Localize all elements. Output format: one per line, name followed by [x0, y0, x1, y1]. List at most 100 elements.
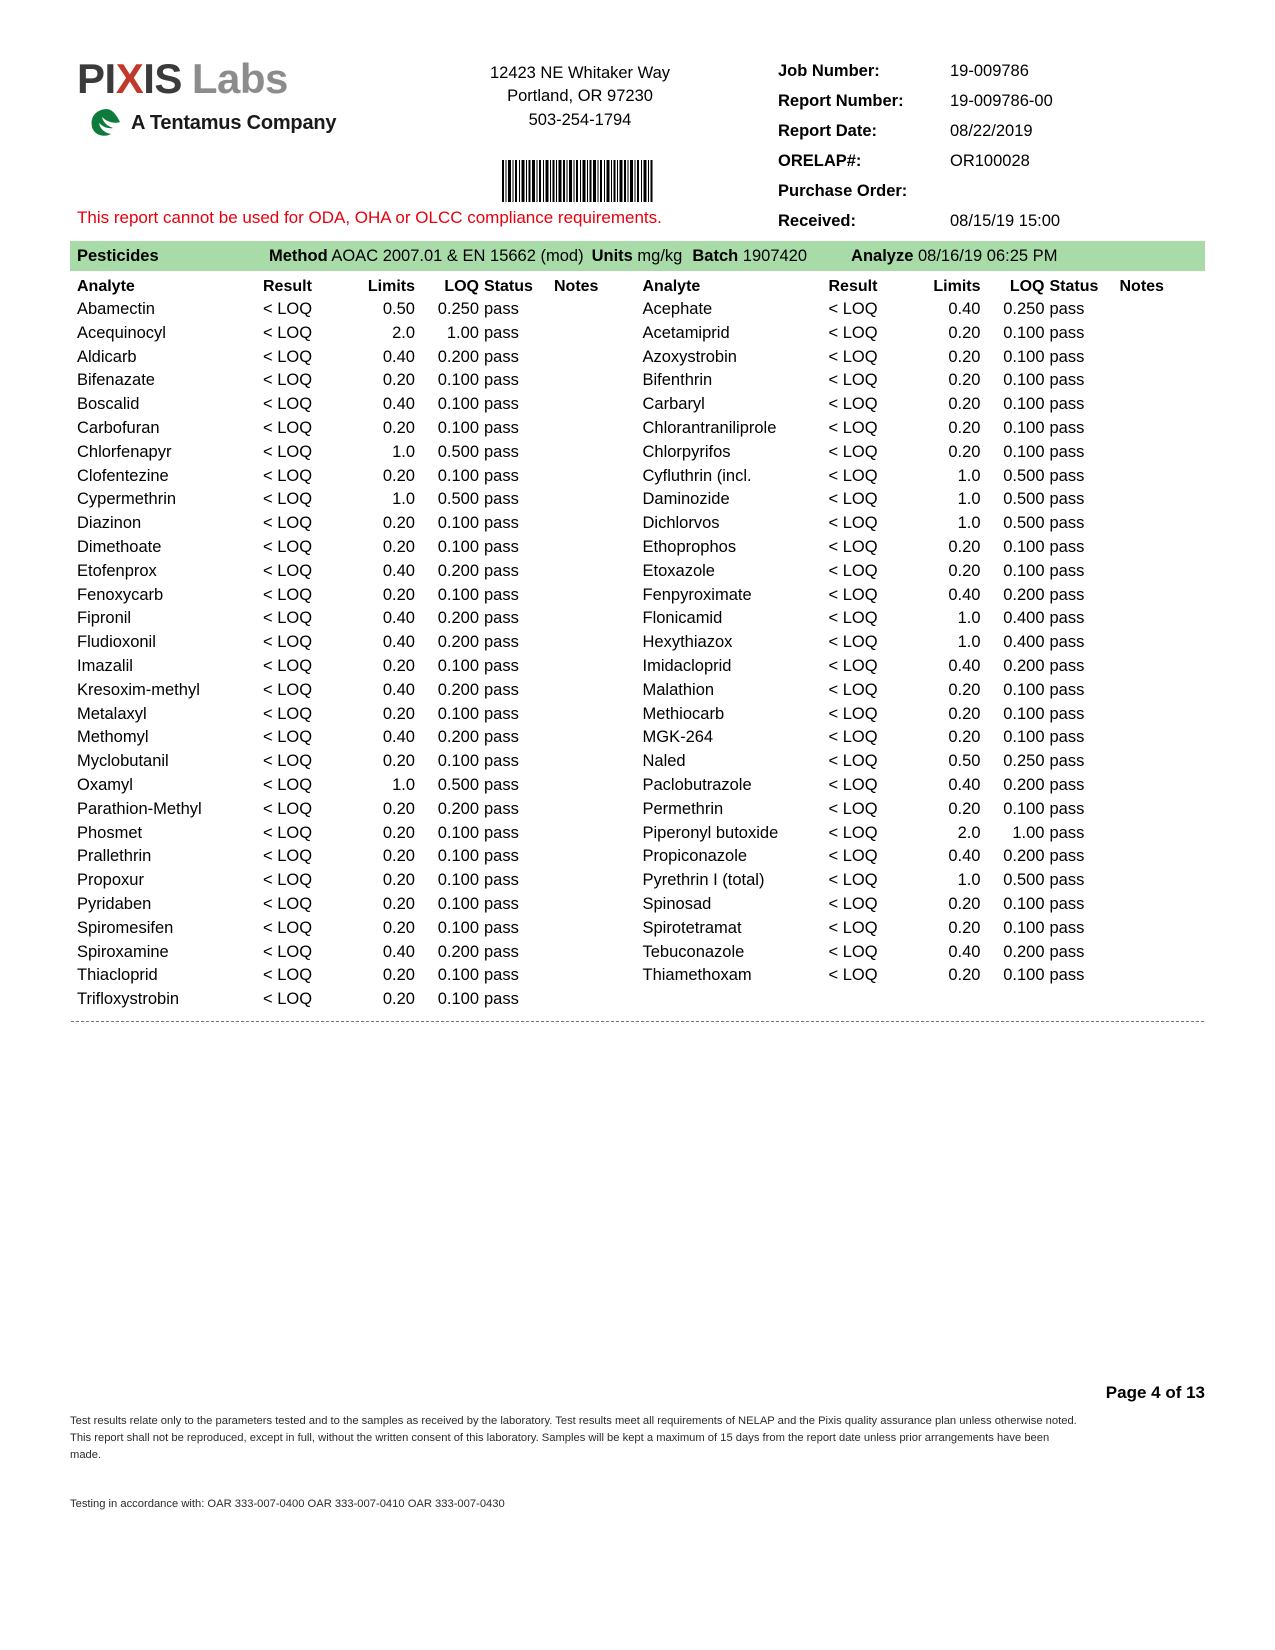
cell-limits: 0.20 — [948, 395, 981, 414]
table-row-right: MGK-264 < LOQ 0.20 0.100 pass — [638, 728, 1199, 747]
table-row: Bifenazate < LOQ 0.20 0.100 pass Bifenthrin < … — [70, 371, 1205, 395]
meta-label-job-number: Job Number: — [778, 62, 880, 80]
cell-status: pass — [1049, 704, 1085, 723]
cell-status: pass — [1049, 633, 1085, 652]
header-status-right: Status — [1049, 278, 1099, 295]
cell-loq: 0.200 — [1003, 585, 1045, 604]
cell-limits: 0.20 — [948, 537, 981, 556]
table-row: Fenoxycarb < LOQ 0.20 0.100 pass Fenpyroximat… — [70, 586, 1205, 610]
cell-result: < LOQ — [263, 656, 313, 675]
cell-loq: 0.100 — [437, 514, 479, 533]
cell-result: < LOQ — [828, 537, 878, 556]
cell-status: pass — [484, 418, 519, 437]
cell-status: pass — [484, 966, 519, 985]
cell-analyte: Boscalid — [77, 395, 140, 414]
cell-status: pass — [1049, 680, 1085, 699]
table-row-left: Cypermethrin < LOQ 1.0 0.500 pass — [77, 490, 638, 509]
cell-analyte: Paclobutrazole — [642, 775, 752, 794]
table-row: Spiroxamine < LOQ 0.40 0.200 pass Tebuconazol… — [70, 943, 1205, 967]
table-row: Oxamyl < LOQ 1.0 0.500 pass Paclobutrazole < L… — [70, 776, 1205, 800]
cell-loq: 0.100 — [437, 823, 479, 842]
table-row-left: Fenoxycarb < LOQ 0.20 0.100 pass — [77, 586, 638, 605]
cell-analyte: Clofentezine — [77, 466, 169, 485]
cell-limits: 1.0 — [392, 490, 415, 509]
table-row-right: Acetamiprid < LOQ 0.20 0.100 pass — [638, 324, 1199, 343]
cell-analyte: Cypermethrin — [77, 490, 177, 509]
cell-loq: 0.200 — [437, 680, 479, 699]
cell-result: < LOQ — [263, 847, 313, 866]
header-loq-left: LOQ — [444, 278, 479, 295]
meta-value-report-number: 19-009786-00 — [950, 92, 1053, 110]
table-row-right: Malathion < LOQ 0.20 0.100 pass — [638, 681, 1199, 700]
cell-status: pass — [484, 704, 519, 723]
table-row: Methomyl < LOQ 0.40 0.200 pass MGK-264 < LOQ 0.… — [70, 728, 1205, 752]
cell-loq: 0.100 — [1003, 894, 1045, 913]
cell-loq: 0.100 — [437, 418, 479, 437]
address-line-2: Portland, OR 97230 — [507, 87, 653, 106]
cell-limits: 1.0 — [957, 490, 981, 509]
cell-result: < LOQ — [263, 371, 313, 390]
cell-analyte: Flonicamid — [642, 609, 723, 628]
cell-status: pass — [484, 537, 519, 556]
cell-loq: 0.200 — [437, 633, 479, 652]
table-row: Phosmet < LOQ 0.20 0.100 pass Piperonyl butox… — [70, 824, 1205, 848]
cell-loq: 0.100 — [1003, 442, 1045, 461]
table-row-right: Acephate < LOQ 0.40 0.250 pass — [638, 300, 1199, 319]
cell-limits: 0.20 — [382, 823, 415, 842]
cell-result: < LOQ — [263, 395, 313, 414]
cell-loq: 0.200 — [437, 799, 479, 818]
cell-limits: 1.0 — [392, 442, 415, 461]
cell-limits: 0.20 — [382, 918, 415, 937]
cell-loq: 0.200 — [437, 561, 479, 580]
cell-analyte: Diazinon — [77, 514, 142, 533]
cell-status: pass — [484, 633, 519, 652]
barcode — [502, 160, 654, 202]
table-row-left: Abamectin < LOQ 0.50 0.250 pass — [77, 300, 638, 319]
address-line-1: 12423 NE Whitaker Way — [489, 64, 671, 82]
cell-loq: 0.100 — [437, 871, 479, 890]
cell-result: < LOQ — [263, 942, 313, 961]
cell-result: < LOQ — [828, 418, 878, 437]
cell-loq: 0.100 — [437, 918, 479, 937]
cell-analyte: Prallethrin — [77, 847, 152, 866]
band-analyze-label: Analyze — [851, 246, 914, 265]
cell-limits: 0.20 — [382, 990, 415, 1009]
meta-label-purchase-order: Purchase Order: — [778, 182, 908, 200]
cell-limits: 0.20 — [382, 871, 415, 890]
table-row: Chlorfenapyr < LOQ 1.0 0.500 pass Chlorpyrifo… — [70, 443, 1205, 467]
cell-limits: 0.20 — [948, 918, 981, 937]
cell-result: < LOQ — [263, 537, 313, 556]
cell-status: pass — [1049, 490, 1085, 509]
cell-loq: 0.100 — [437, 371, 479, 390]
cell-loq: 0.200 — [437, 942, 479, 961]
cell-loq: 0.100 — [1003, 537, 1045, 556]
cell-limits: 0.20 — [948, 418, 981, 437]
cell-limits: 1.0 — [957, 466, 981, 485]
cell-status: pass — [1049, 561, 1085, 580]
logo-tagline-row: A Tentamus Company — [89, 108, 367, 138]
cell-analyte: Pyrethrin I (total) — [642, 871, 765, 890]
cell-loq: 0.500 — [437, 775, 479, 794]
cell-limits: 0.40 — [382, 942, 415, 961]
cell-status: pass — [484, 300, 519, 318]
cell-status: pass — [484, 395, 519, 414]
table-row: Cypermethrin < LOQ 1.0 0.500 pass Daminozide <… — [70, 490, 1205, 514]
header-loq-right: LOQ — [1009, 278, 1045, 295]
cell-result: < LOQ — [263, 300, 313, 318]
cell-analyte: Permethrin — [642, 799, 724, 818]
cell-limits: 0.20 — [948, 371, 981, 390]
cell-limits: 0.40 — [948, 656, 981, 675]
logo-labs-word: Labs — [191, 55, 289, 102]
table-row: Carbofuran < LOQ 0.20 0.100 pass Chlorantrani… — [70, 419, 1205, 443]
cell-status: pass — [1049, 514, 1085, 533]
cell-limits: 0.20 — [948, 704, 981, 723]
band-units-value: mg/kg — [637, 246, 683, 265]
cell-limits: 0.20 — [382, 537, 415, 556]
table-row-left: Bifenazate < LOQ 0.20 0.100 pass — [77, 371, 638, 390]
table-row: Acequinocyl < LOQ 2.0 1.00 pass Acetamiprid < … — [70, 324, 1205, 348]
table-row-right: Chlorantraniliprole < LOQ 0.20 0.100 pass — [638, 419, 1199, 438]
cell-result: < LOQ — [828, 728, 878, 747]
cell-result: < LOQ — [828, 442, 878, 461]
table-row-left: Pyridaben < LOQ 0.20 0.100 pass — [77, 895, 638, 914]
cell-result: < LOQ — [828, 585, 878, 604]
